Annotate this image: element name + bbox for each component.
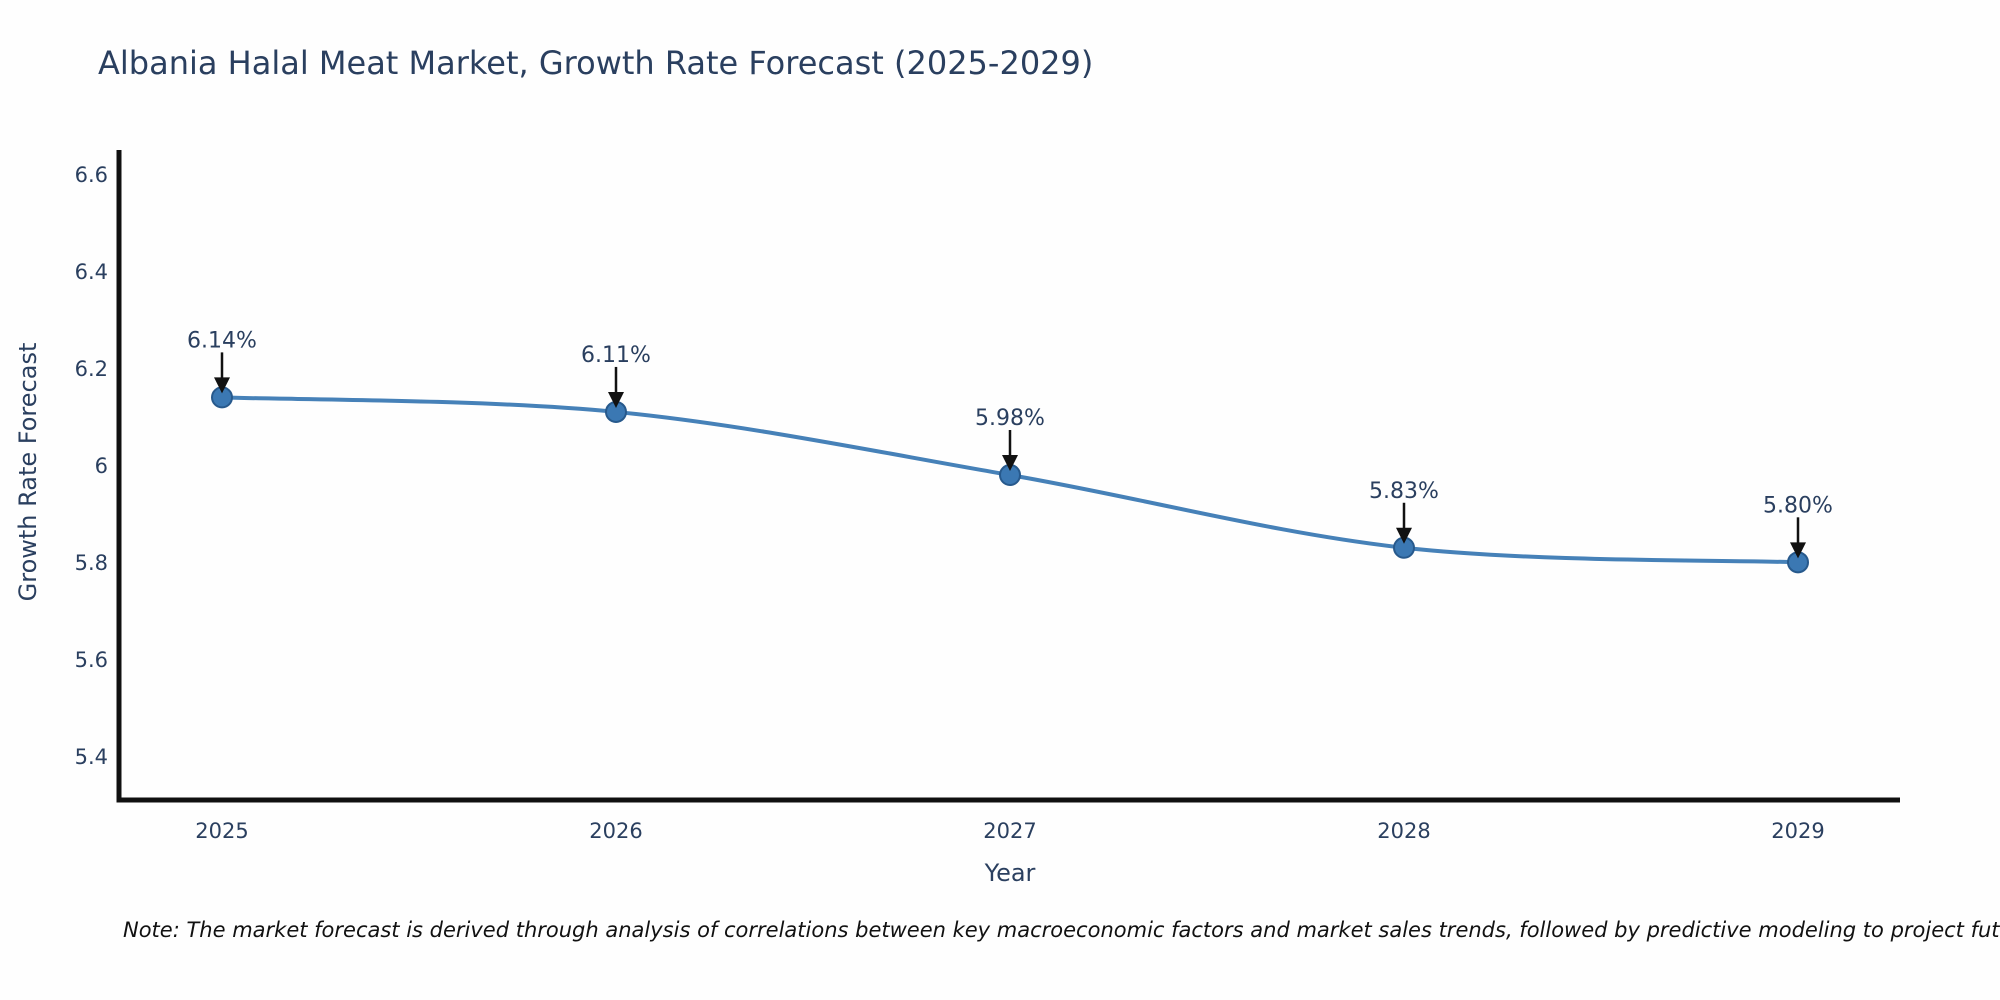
point-value-label: 5.83% [1369, 479, 1439, 504]
annotation-arrow-head [1790, 542, 1806, 559]
x-tick-label: 2028 [1377, 819, 1430, 843]
point-value-label: 6.14% [187, 328, 257, 353]
y-tick-label: 5.8 [75, 551, 108, 575]
y-tick-label: 5.6 [75, 648, 108, 672]
annotation-arrow-head [1396, 527, 1412, 544]
x-axis-title: Year [984, 859, 1036, 887]
y-tick-label: 6.2 [75, 357, 108, 381]
footnote: Note: The market forecast is derived thr… [123, 918, 2000, 942]
y-tick-label: 6 [95, 454, 108, 478]
chart-title: Albania Halal Meat Market, Growth Rate F… [98, 44, 1094, 82]
point-value-label: 5.98% [975, 406, 1045, 431]
y-axis-title: Growth Rate Forecast [14, 342, 42, 602]
annotation-arrow-head [214, 377, 230, 394]
y-tick-label: 6.6 [75, 163, 108, 187]
y-tick-label: 6.4 [75, 260, 108, 284]
point-value-label: 6.11% [581, 343, 651, 368]
annotation-arrow-head [608, 391, 624, 408]
annotation-arrow-head [1002, 455, 1018, 471]
y-tick-label: 5.4 [75, 745, 108, 769]
x-tick-label: 2029 [1771, 819, 1824, 843]
point-value-label: 5.80% [1763, 493, 1833, 518]
x-tick-label: 2026 [589, 819, 642, 843]
x-tick-label: 2025 [195, 819, 248, 843]
x-tick-label: 2027 [983, 819, 1036, 843]
